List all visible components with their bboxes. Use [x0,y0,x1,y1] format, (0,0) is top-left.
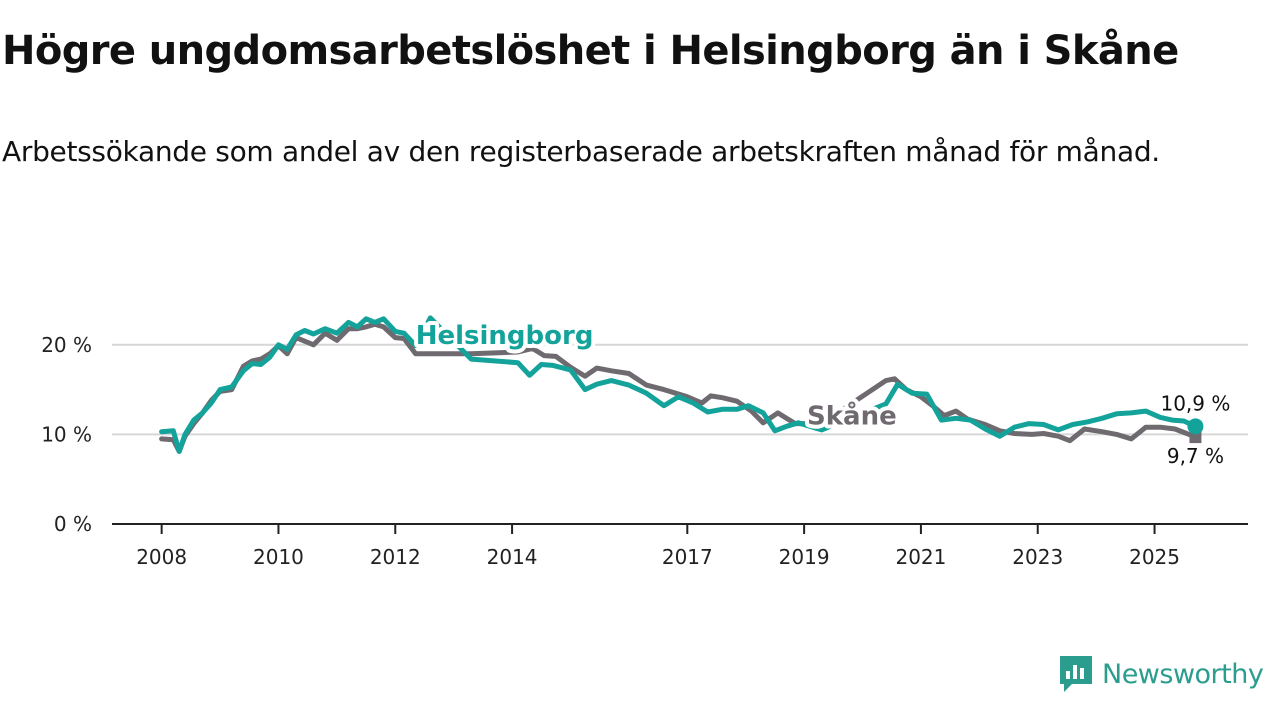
x-tick-label: 2023 [1012,545,1063,569]
x-tick-label: 2014 [487,545,538,569]
series-label-skane: Skåne [807,400,897,432]
series-label-skane-halo: Skåne [807,400,897,432]
x-axis: 2008 2010 2012 2014 2017 2019 2021 2023 2025 [136,524,1180,569]
x-tick-label: 2019 [779,545,830,569]
newsworthy-logo-icon [1060,656,1092,692]
y-tick-label: 10 % [41,422,92,446]
end-value-label-helsingborg-halo: 10,9 % [1160,391,1230,415]
x-tick-label: 2010 [253,545,304,569]
series-end-marker-helsingborg [1187,418,1204,435]
y-tick-label: 20 % [41,333,92,357]
x-tick-label: 2025 [1129,545,1180,569]
end-value-label-helsingborg: 10,9 % [1160,391,1230,415]
newsworthy-logo: Newsworthy [1058,652,1264,696]
x-tick-label: 2021 [895,545,946,569]
series-lines [159,315,1204,454]
y-axis: 0 % 10 % 20 % [41,333,92,536]
series-end-marker-skane [1189,431,1202,444]
brand-name: Newsworthy [1102,658,1264,690]
series-label-helsingborg-halo: Helsingborg [416,321,594,351]
end-value-label-skane: 9,7 % [1167,444,1224,468]
series-line-skane [159,321,1198,454]
x-tick-label: 2008 [136,545,187,569]
y-tick-label: 0 % [54,512,92,536]
x-tick-label: 2017 [662,545,713,569]
series-label-helsingborg: Helsingborg [416,321,594,351]
x-tick-label: 2012 [370,545,421,569]
gridlines [112,343,1248,436]
chart-title: Högre ungdomsarbetslöshet i Helsingborg … [2,28,1179,74]
series-line-helsingborg [159,315,1198,454]
chart-subtitle: Arbetssökande som andel av den registerb… [2,135,1160,168]
end-value-label-skane-halo: 9,7 % [1167,444,1224,468]
